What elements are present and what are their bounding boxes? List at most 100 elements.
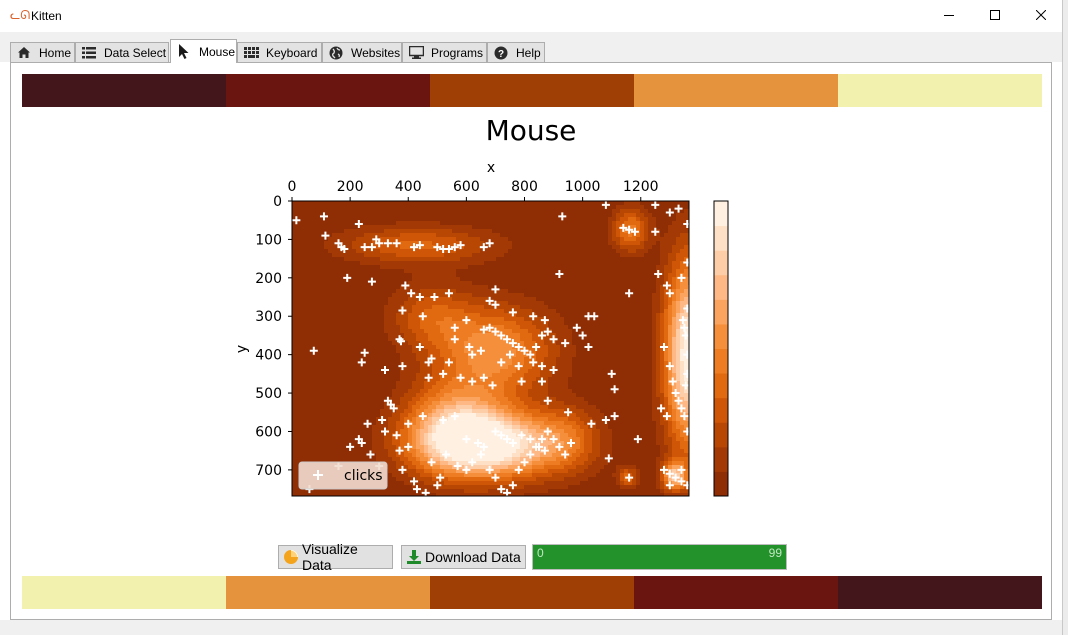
density-cell (536, 373, 540, 377)
density-cell (504, 273, 508, 277)
density-cell (640, 333, 644, 337)
density-cell (620, 253, 624, 257)
density-cell (588, 321, 592, 325)
density-cell (484, 217, 488, 221)
density-cell (392, 349, 396, 353)
density-cell (556, 209, 560, 213)
density-cell (320, 321, 324, 325)
density-cell (476, 201, 480, 205)
density-cell (596, 241, 600, 245)
density-cell (352, 225, 356, 229)
density-cell (620, 321, 624, 325)
density-cell (528, 213, 532, 217)
density-cell (680, 313, 684, 317)
density-cell (556, 353, 560, 357)
density-cell (500, 349, 504, 353)
density-cell (456, 237, 460, 241)
tab-home[interactable]: Home (10, 42, 75, 62)
density-cell (548, 333, 552, 337)
density-cell (472, 205, 476, 209)
density-cell (656, 281, 660, 285)
density-cell (456, 205, 460, 209)
density-cell (612, 357, 616, 361)
tab-help[interactable]: ? Help (487, 42, 545, 62)
density-cell (604, 249, 608, 253)
density-cell (672, 309, 676, 313)
density-cell (684, 241, 688, 245)
density-cell (372, 261, 376, 265)
density-cell (620, 213, 624, 217)
density-cell (560, 241, 564, 245)
density-cell (376, 293, 380, 297)
density-cell (404, 393, 408, 397)
maximize-button[interactable] (972, 0, 1018, 30)
density-cell (408, 357, 412, 361)
close-button[interactable] (1018, 0, 1064, 30)
density-cell (356, 209, 360, 213)
density-cell (604, 349, 608, 353)
density-cell (412, 381, 416, 385)
density-cell (464, 245, 468, 249)
density-cell (572, 313, 576, 317)
density-cell (312, 317, 316, 321)
tab-programs[interactable]: Programs (402, 42, 487, 62)
density-cell (464, 209, 468, 213)
density-cell (428, 369, 432, 373)
density-cell (476, 305, 480, 309)
density-cell (424, 229, 428, 233)
density-cell (656, 201, 660, 205)
density-cell (316, 381, 320, 385)
density-cell (364, 309, 368, 313)
density-cell (648, 345, 652, 349)
density-cell (608, 357, 612, 361)
density-cell (580, 281, 584, 285)
density-cell (304, 257, 308, 261)
density-cell (552, 349, 556, 353)
density-cell (464, 389, 468, 393)
density-cell (436, 301, 440, 305)
density-cell (324, 221, 328, 225)
tab-mouse[interactable]: Mouse (170, 39, 237, 63)
status-area (0, 620, 1062, 635)
density-cell (320, 245, 324, 249)
density-cell (672, 281, 676, 285)
density-cell (364, 241, 368, 245)
density-cell (392, 357, 396, 361)
density-cell (428, 221, 432, 225)
density-cell (424, 353, 428, 357)
density-cell (368, 397, 372, 401)
density-cell (572, 277, 576, 281)
density-cell (552, 309, 556, 313)
density-cell (440, 377, 444, 381)
density-cell (656, 225, 660, 229)
density-cell (672, 257, 676, 261)
density-cell (380, 289, 384, 293)
density-cell (320, 337, 324, 341)
density-cell (544, 373, 548, 377)
density-cell (440, 361, 444, 365)
density-cell (344, 285, 348, 289)
minimize-button[interactable] (926, 0, 972, 30)
density-cell (444, 385, 448, 389)
tab-websites[interactable]: Websites (322, 42, 402, 62)
density-cell (660, 365, 664, 369)
density-cell (380, 233, 384, 237)
density-cell (652, 349, 656, 353)
tab-data-select[interactable]: Data Select (75, 42, 169, 62)
tab-keyboard[interactable]: Keyboard (237, 42, 322, 62)
density-cell (356, 249, 360, 253)
density-cell (476, 373, 480, 377)
density-cell (352, 329, 356, 333)
density-cell (304, 285, 308, 289)
density-cell (548, 249, 552, 253)
density-cell (304, 241, 308, 245)
density-cell (580, 289, 584, 293)
density-cell (376, 277, 380, 281)
density-cell (536, 337, 540, 341)
density-cell (352, 241, 356, 245)
density-cell (320, 277, 324, 281)
density-cell (660, 289, 664, 293)
density-cell (532, 273, 536, 277)
density-cell (324, 353, 328, 357)
density-cell (676, 261, 680, 265)
